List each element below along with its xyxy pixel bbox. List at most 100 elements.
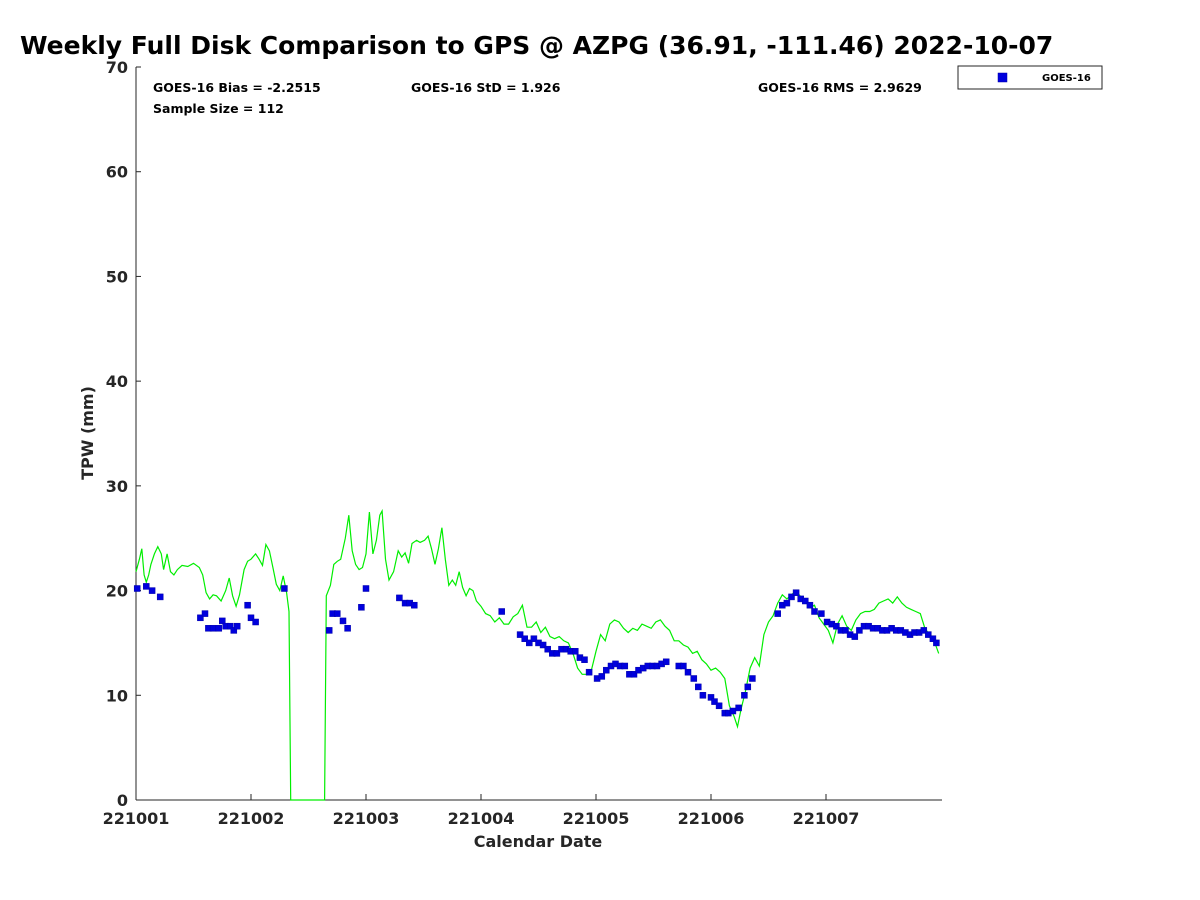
goes-16-point xyxy=(802,597,809,605)
goes-16-point xyxy=(621,662,629,670)
x-tick-label: 221002 xyxy=(218,809,285,828)
chart-title: Weekly Full Disk Comparison to GPS @ AZP… xyxy=(20,31,1053,60)
goes-16-point xyxy=(749,675,756,682)
y-tick-label: 0 xyxy=(117,791,128,810)
goes-16-point xyxy=(684,668,692,676)
goes-16-point xyxy=(680,662,687,670)
goes-16-point xyxy=(521,635,528,642)
x-tick-label: 221004 xyxy=(448,809,515,828)
goes-16-point xyxy=(598,673,606,680)
goes-16-point xyxy=(933,639,940,647)
goes-16-point xyxy=(856,627,863,634)
goes-16-point xyxy=(707,694,715,701)
goes-16-point xyxy=(252,618,259,626)
goes-16-point xyxy=(498,608,505,615)
goes-16-point xyxy=(281,585,288,592)
goes-16-point xyxy=(358,604,365,611)
goes-16-point xyxy=(233,622,241,630)
goes-16-point xyxy=(783,599,791,607)
goes-16-point xyxy=(729,707,737,715)
goes-16-point xyxy=(411,601,418,609)
legend: GOES-16 xyxy=(957,65,1103,90)
goes-16-series xyxy=(133,583,940,717)
goes-16-point xyxy=(842,627,849,634)
goes-16-point xyxy=(516,631,524,638)
y-axis-label: TPW (mm) xyxy=(78,386,97,480)
y-tick-label: 30 xyxy=(106,477,128,496)
goes-16-point xyxy=(715,702,723,710)
x-ticks: 221001 221002 221003 221004 221005 221006 2210… xyxy=(103,794,860,828)
goes-16-point xyxy=(143,583,150,590)
goes-16-point xyxy=(711,698,718,705)
goes-16-point xyxy=(156,593,164,601)
goes-16-point xyxy=(811,608,818,615)
goes-16-point xyxy=(219,617,226,625)
goes-16-point xyxy=(788,593,795,601)
goes-16-point xyxy=(325,627,333,634)
y-tick-label: 60 xyxy=(106,163,128,182)
goes-16-point xyxy=(744,683,752,691)
goes-16-point xyxy=(344,625,351,632)
goes-16-point xyxy=(833,622,840,630)
goes-16-point xyxy=(539,641,547,649)
legend-box xyxy=(957,65,1103,90)
goes-16-point xyxy=(690,675,698,682)
goes-16-point xyxy=(735,704,742,712)
x-tick-label: 221006 xyxy=(678,809,745,828)
stat-bias: GOES-16 Bias = -2.2515 xyxy=(153,80,321,95)
legend-marker-goes-16 xyxy=(997,72,1008,83)
goes-16-point xyxy=(133,585,141,592)
goes-16-point xyxy=(227,622,234,630)
stat-rms: GOES-16 RMS = 2.9629 xyxy=(758,80,922,95)
plot-area xyxy=(133,508,940,801)
goes-16-point xyxy=(662,658,670,666)
axes xyxy=(135,67,942,801)
goes-16-point xyxy=(230,627,238,634)
goes-16-point xyxy=(396,594,403,602)
goes-16-point xyxy=(197,614,204,622)
goes-16-point xyxy=(572,648,579,655)
goes-16-point xyxy=(530,635,538,642)
stat-sample-size: Sample Size = 112 xyxy=(153,101,284,116)
goes-16-point xyxy=(247,614,255,622)
goes-16-point xyxy=(695,683,702,691)
goes-16-point xyxy=(699,692,707,699)
y-tick-label: 10 xyxy=(106,686,128,705)
y-tick-label: 70 xyxy=(106,58,128,77)
goes-16-point xyxy=(603,666,610,674)
y-tick-label: 50 xyxy=(106,267,128,286)
stat-std: GOES-16 StD = 1.926 xyxy=(411,80,561,95)
goes-16-point xyxy=(334,610,341,617)
goes-16-point xyxy=(925,631,932,638)
x-tick-label: 221001 xyxy=(103,809,170,828)
goes-16-point xyxy=(929,635,937,642)
x-tick-label: 221005 xyxy=(563,809,630,828)
goes-16-point xyxy=(806,601,814,609)
x-axis-label: Calendar Date xyxy=(474,832,603,851)
x-tick-label: 221003 xyxy=(333,809,400,828)
y-ticks: 0 10 20 30 40 50 60 70 xyxy=(106,58,141,810)
goes-16-point xyxy=(215,625,223,632)
goes-16-point xyxy=(585,668,593,676)
goes-16-point xyxy=(630,671,638,678)
goes-16-point xyxy=(201,610,209,617)
goes-16-point xyxy=(774,610,781,617)
goes-16-point xyxy=(792,589,800,596)
legend-label-goes-16: GOES-16 xyxy=(1042,73,1091,84)
y-tick-label: 40 xyxy=(106,372,128,391)
goes-16-point xyxy=(148,587,156,594)
goes-16-point xyxy=(544,645,551,653)
goes-16-point xyxy=(920,627,928,634)
goes-16-point xyxy=(581,656,588,663)
goes-16-point xyxy=(209,625,217,632)
goes-16-point xyxy=(818,610,825,617)
x-tick-label: 221007 xyxy=(793,809,860,828)
goes-16-point xyxy=(244,601,251,609)
goes-16-point xyxy=(851,633,859,640)
goes-16-point xyxy=(553,650,561,657)
goes-16-point xyxy=(526,639,533,647)
goes-16-point xyxy=(741,692,748,699)
goes-16-point xyxy=(362,585,370,592)
